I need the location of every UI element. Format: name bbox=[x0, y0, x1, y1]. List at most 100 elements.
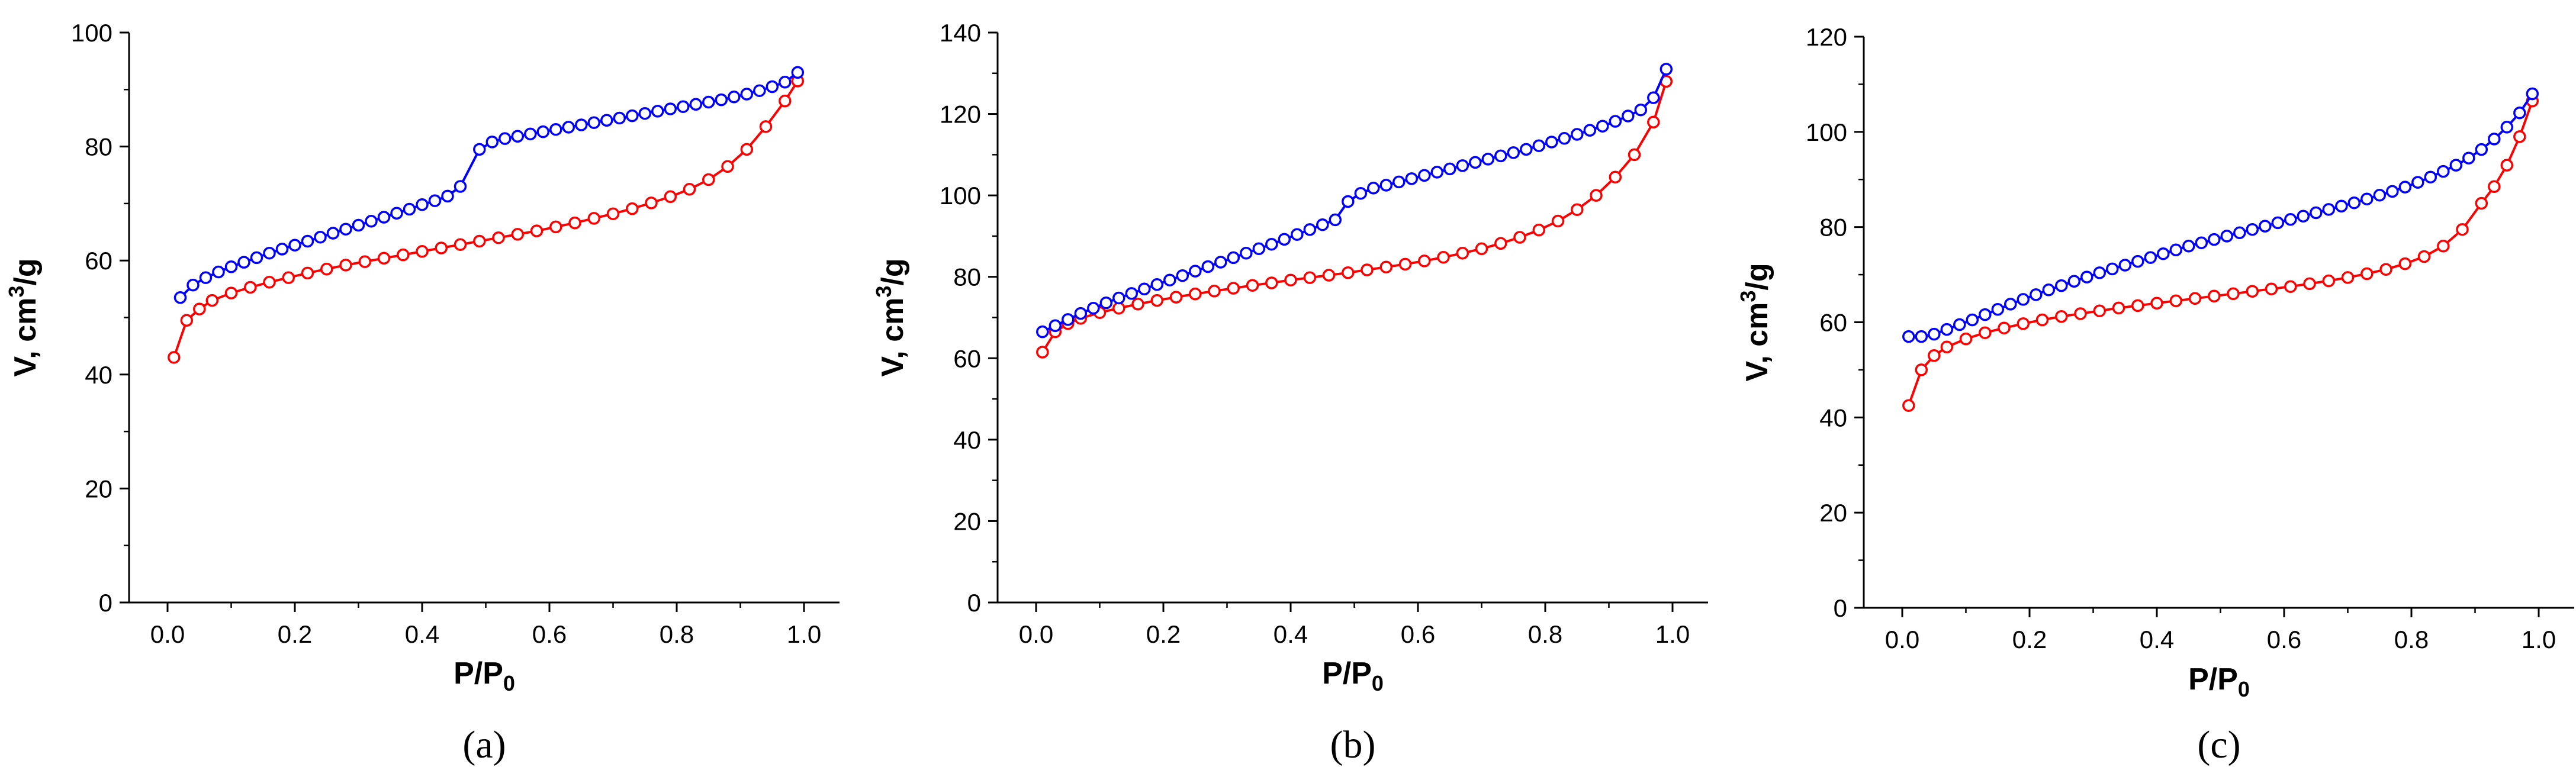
desorption-point bbox=[441, 189, 454, 203]
desorption-point bbox=[753, 84, 766, 97]
desorption-point bbox=[1265, 237, 1278, 251]
adsorption-point bbox=[1342, 266, 1355, 279]
y-tick-label: 140 bbox=[940, 19, 981, 47]
desorption-point bbox=[575, 118, 588, 131]
x-tick-label: 0.4 bbox=[2140, 626, 2174, 653]
desorption-point bbox=[473, 143, 486, 156]
desorption-point bbox=[499, 132, 512, 145]
desorption-point bbox=[587, 116, 601, 129]
desorption-point bbox=[740, 88, 754, 101]
adsorption-line bbox=[1041, 80, 1668, 353]
desorption-point bbox=[301, 234, 314, 248]
desorption-point bbox=[428, 194, 442, 207]
desorption-point bbox=[352, 218, 365, 232]
adsorption-line bbox=[1907, 100, 2534, 406]
desorption-point bbox=[1545, 136, 1558, 149]
adsorption-point bbox=[492, 231, 505, 244]
chart-panel-1: 0 20 40 60 80 100 0.0 0.2 0.4 0.6 0.8 1.0 P/P0 V, cm3… bbox=[4, 19, 840, 766]
adsorption-point bbox=[2500, 159, 2514, 172]
desorption-point bbox=[485, 136, 499, 149]
y-tick-label: 100 bbox=[1806, 118, 1847, 146]
y-tick-label: 80 bbox=[953, 263, 981, 291]
adsorption-point bbox=[1361, 263, 1374, 276]
desorption-point bbox=[288, 239, 301, 252]
desorption-point bbox=[1189, 265, 1202, 278]
desorption-point bbox=[1902, 330, 1915, 343]
adsorption-point bbox=[2017, 317, 2030, 330]
x-tick-label: 0.0 bbox=[150, 620, 185, 648]
desorption-point bbox=[2462, 152, 2475, 165]
y-tick-label: 40 bbox=[1819, 404, 1847, 431]
adsorption-point bbox=[339, 259, 352, 272]
y-tick-label: 40 bbox=[953, 426, 981, 454]
y-tick-label: 0 bbox=[1834, 594, 1847, 622]
desorption-point bbox=[1558, 132, 1571, 145]
adsorption-point bbox=[1902, 399, 1915, 412]
desorption-point bbox=[1087, 301, 1100, 315]
adsorption-point bbox=[1940, 340, 1954, 354]
adsorption-point bbox=[1628, 148, 1641, 162]
x-tick-label: 1.0 bbox=[787, 620, 821, 648]
desorption-line bbox=[1908, 93, 2533, 338]
desorption-point bbox=[2475, 143, 2488, 156]
y-tick-label: 80 bbox=[85, 133, 112, 161]
desorption-point bbox=[2169, 243, 2183, 257]
desorption-point bbox=[664, 102, 677, 115]
desorption-point bbox=[651, 105, 664, 118]
adsorption-point bbox=[779, 94, 792, 108]
desorption-point bbox=[2284, 213, 2297, 226]
desorption-point bbox=[1049, 319, 1062, 333]
desorption-point bbox=[2360, 192, 2374, 205]
desorption-point bbox=[1596, 120, 1609, 133]
x-tick-label: 0.8 bbox=[1528, 620, 1562, 648]
adsorption-point bbox=[2035, 313, 2049, 327]
desorption-point bbox=[1991, 303, 2005, 316]
desorption-point bbox=[511, 130, 525, 143]
adsorption-point bbox=[1915, 363, 1928, 376]
desorption-point bbox=[2106, 262, 2119, 276]
adsorption-point bbox=[205, 294, 219, 307]
adsorption-point bbox=[740, 143, 754, 156]
y-tick-label: 20 bbox=[85, 475, 112, 502]
adsorption-point bbox=[2150, 297, 2163, 310]
y-axis-title: V, cm3/g bbox=[1736, 263, 1774, 381]
panel-label: (b) bbox=[1330, 723, 1376, 766]
desorption-point bbox=[2182, 240, 2195, 253]
adsorption-point bbox=[282, 271, 295, 284]
adsorption-point bbox=[1189, 287, 1202, 301]
desorption-point bbox=[237, 256, 250, 269]
desorption-point bbox=[1303, 223, 1317, 236]
adsorption-point bbox=[2488, 180, 2501, 194]
panel-label: (a) bbox=[462, 723, 506, 766]
desorption-point bbox=[562, 121, 575, 134]
adsorption-point bbox=[416, 245, 429, 258]
desorption-point bbox=[212, 265, 225, 279]
adsorption-point bbox=[1609, 170, 1622, 183]
adsorption-point bbox=[2417, 250, 2431, 263]
adsorption-point bbox=[1590, 189, 1603, 202]
desorption-point bbox=[1138, 282, 1151, 296]
panel-label: (c) bbox=[2197, 723, 2240, 766]
desorption-point bbox=[2526, 87, 2539, 101]
y-axis-title: V, cm3/g bbox=[871, 258, 910, 376]
x-tick-label: 0.6 bbox=[532, 620, 567, 648]
desorption-point bbox=[1214, 256, 1227, 269]
desorption-point bbox=[779, 76, 792, 89]
desorption-point bbox=[250, 251, 263, 265]
adsorption-point bbox=[1150, 294, 1164, 307]
y-tick-label: 120 bbox=[940, 101, 981, 128]
adsorption-point bbox=[2169, 294, 2183, 308]
y-tick-label: 20 bbox=[953, 507, 981, 535]
desorption-point bbox=[1252, 242, 1266, 256]
adsorption-point bbox=[683, 183, 696, 196]
adsorption-point bbox=[1169, 291, 1183, 304]
x-tick-label: 0.0 bbox=[1019, 620, 1053, 648]
desorption-point bbox=[403, 202, 416, 216]
adsorption-point bbox=[2513, 130, 2526, 143]
desorption-point bbox=[2449, 159, 2463, 172]
desorption-point bbox=[536, 125, 550, 138]
desorption-point bbox=[2271, 216, 2285, 230]
adsorption-point bbox=[2093, 304, 2107, 317]
adsorption-point bbox=[530, 224, 543, 237]
adsorption-point bbox=[664, 190, 677, 204]
